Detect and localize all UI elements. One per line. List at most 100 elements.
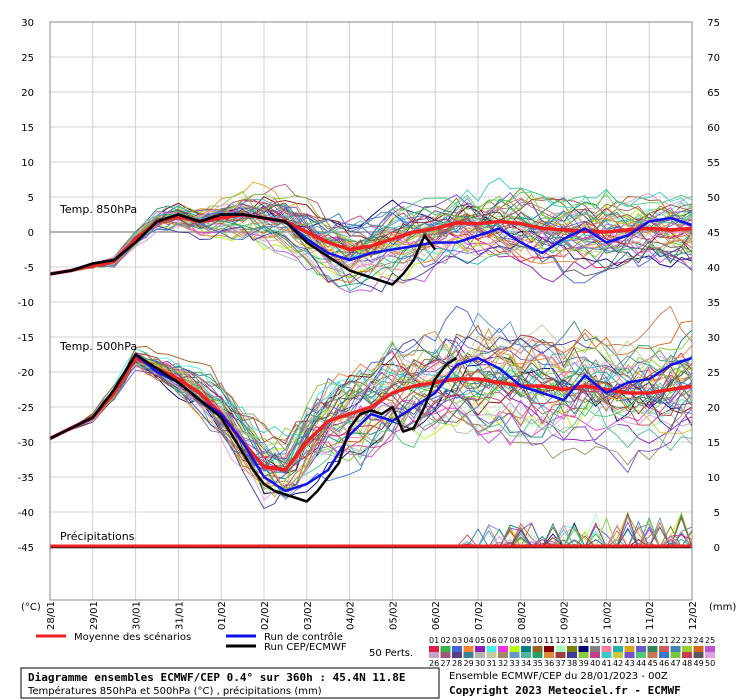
left-axis-ticks: 30 25 20 15 10 5 0 -5 -10 -15 -20 -25 -30 -35 -40 -45 [18,18,34,554]
pert-number: 22 [671,636,681,645]
panel-label-t500: Temp. 500hPa [59,340,137,353]
left-tick-label: 20 [21,88,34,99]
chart-grid [49,21,693,600]
pert-number: 40 [590,659,600,668]
pert-swatch [578,646,589,652]
pert-swatch [670,652,681,658]
pert-swatch [601,652,612,658]
member-line-500 [49,363,693,490]
member-line-500 [49,320,693,493]
member-line-precip [50,523,693,548]
right-tick-label: 60 [707,123,720,134]
ecmwf-run-line-t500 [49,353,458,503]
pert-number: 41 [602,659,612,668]
left-tick-label: -45 [18,543,34,554]
pert-number: 24 [694,636,704,645]
pert-number: 16 [602,636,612,645]
pert-number: 48 [682,659,692,668]
member-line-850 [49,208,693,284]
member-line-precip [50,525,692,548]
left-tick-label: -40 [18,508,34,519]
pert-number: 36 [544,659,554,668]
left-tick-label: -30 [18,438,34,449]
member-line-500 [49,352,693,470]
pert-number: 08 [510,636,520,645]
right-tick-label: 25 [707,368,720,379]
member-line-500 [49,353,693,464]
pert-number: 18 [625,636,635,645]
x-tick-label: 12/02 [688,601,699,630]
x-tick-label: 09/02 [560,601,571,630]
member-line-precip [50,511,692,548]
pert-swatch [624,646,635,652]
pert-swatch [624,652,635,658]
pert-number: 02 [441,636,451,645]
member-line-precip [50,524,693,548]
x-tick-label: 07/02 [474,601,485,630]
pert-number: 11 [544,636,554,645]
pert-swatch [693,652,704,658]
x-axis-ticks: 28/01 29/01 30/01 31/01 01/02 02/02 03/02 04/02… [46,601,699,630]
pert-swatch [532,652,543,658]
pert-number: 38 [567,659,577,668]
pert-number: 27 [441,659,451,668]
member-line-precip [50,528,692,548]
left-tick-label: -35 [18,473,34,484]
pert-swatch [429,652,439,658]
pert-number: 14 [579,636,589,645]
pert-swatch [555,652,566,658]
pert-number: 13 [567,636,577,645]
pert-swatch [693,646,704,652]
pert-number: 23 [682,636,692,645]
pert-number: 09 [521,636,531,645]
pert-swatch [509,652,520,658]
right-tick-label: 45 [707,228,720,239]
run-info: Ensemble ECMWF/CEP du 28/01/2023 - 00Z [449,671,668,682]
right-tick-label: 55 [707,158,720,169]
pert-number: 20 [648,636,658,645]
pert-number: 06 [487,636,497,645]
pert-number: 45 [648,659,658,668]
pert-number: 15 [590,636,600,645]
copyright: Copyright 2023 Meteociel.fr - ECMWF [449,684,681,697]
panel-label-t850: Temp. 850hPa [59,203,137,216]
member-line-precip [50,523,692,548]
right-tick-label: 35 [707,298,720,309]
member-line-850 [49,205,693,275]
x-tick-label: 02/02 [260,601,271,630]
member-line-850 [49,177,693,275]
right-tick-label: 10 [707,473,720,484]
pert-number: 10 [533,636,543,645]
pert-swatch [682,652,692,658]
pert-number: 30 [475,659,485,668]
right-tick-label: 50 [707,193,720,204]
pert-number: 31 [487,659,497,668]
pert-swatch [463,652,474,658]
pert-swatch [486,652,497,658]
pert-number: 01 [429,636,439,645]
x-tick-label: 01/02 [217,601,228,630]
pert-swatch [647,646,658,652]
x-tick-label: 03/02 [303,601,314,630]
pert-swatch [475,646,485,652]
legend-label-ecmwf: Run CEP/ECMWF [264,642,347,653]
pert-number: 43 [625,659,635,668]
pert-swatch [670,646,681,652]
right-axis-unit: (mm) [709,602,736,613]
x-tick-label: 29/01 [89,601,100,630]
pert-swatch [429,646,439,652]
member-line-precip [50,525,693,548]
x-tick-label: 30/01 [132,601,143,630]
pert-number: 35 [533,659,543,668]
pert-number: 12 [556,636,566,645]
pert-swatch [475,652,485,658]
x-tick-label: 05/02 [388,601,399,630]
pert-swatch [509,646,520,652]
pert-number: 50 [705,659,715,668]
pert-number: 05 [475,636,485,645]
left-tick-label: -20 [18,368,34,379]
member-line-500 [49,334,693,445]
pert-swatch [659,652,669,658]
member-line-precip [50,526,693,548]
